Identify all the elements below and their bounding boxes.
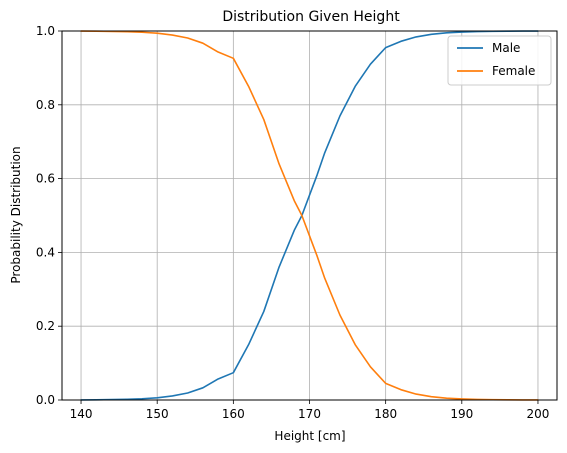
y-tick-label: 1.0 (36, 24, 55, 38)
x-tick-label: 160 (222, 407, 245, 421)
legend-label-male: Male (492, 41, 520, 55)
x-tick-label: 150 (146, 407, 169, 421)
y-tick-label: 0.4 (36, 245, 55, 259)
series-line-female (80, 30, 539, 401)
x-tick-label: 170 (298, 407, 321, 421)
y-axis: 0.0 0.2 0.4 0.6 0.8 1.0 (36, 24, 62, 407)
y-tick-label: 0.6 (36, 172, 55, 186)
series-lines (80, 30, 539, 401)
x-tick-label: 200 (527, 407, 550, 421)
series-line-male (80, 30, 539, 401)
x-tick-label: 190 (450, 407, 473, 421)
x-axis: 140 150 160 170 180 190 200 (70, 400, 550, 421)
y-tick-label: 0.0 (36, 393, 55, 407)
y-tick-label: 0.8 (36, 98, 55, 112)
legend: Male Female (447, 35, 552, 86)
y-tick-label: 0.2 (36, 319, 55, 333)
y-axis-label: Probability Distribution (9, 146, 23, 283)
chart-title: Distribution Given Height (222, 9, 400, 25)
x-tick-label: 180 (374, 407, 397, 421)
x-tick-label: 140 (70, 407, 93, 421)
x-axis-label: Height [cm] (274, 429, 345, 443)
legend-label-female: Female (492, 64, 535, 78)
